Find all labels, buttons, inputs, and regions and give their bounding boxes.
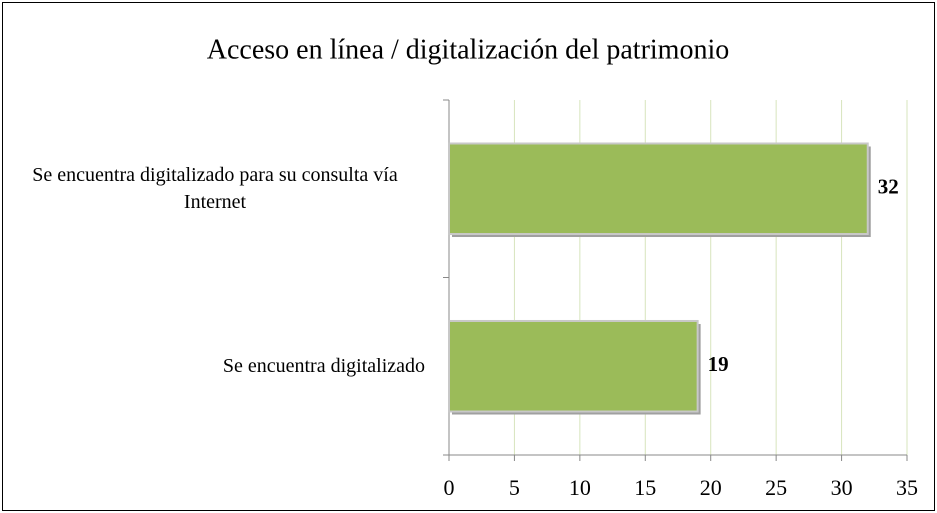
x-tick-label: 5 [509, 475, 520, 500]
x-tick-label: 0 [444, 475, 455, 500]
x-tick-label: 15 [634, 475, 656, 500]
data-label: 19 [708, 352, 729, 376]
x-tick-label: 35 [896, 475, 918, 500]
y-tick-label: Se encuentra digitalizado [222, 354, 425, 377]
category-label-box: Se encuentra digitalizado para su consul… [5, 149, 425, 229]
category-label-box: Se encuentra digitalizado [5, 326, 425, 406]
bar [448, 142, 869, 236]
x-tick-label: 30 [831, 475, 853, 500]
x-tick-label: 25 [765, 475, 787, 500]
x-tick-label: 20 [700, 475, 722, 500]
bar [448, 319, 699, 413]
chart-title: Acceso en línea / digitalización del pat… [207, 34, 729, 65]
y-tick-label: Se encuentra digitalizado para su consul… [32, 163, 398, 213]
data-label: 32 [878, 175, 899, 199]
x-tick-label: 10 [569, 475, 591, 500]
